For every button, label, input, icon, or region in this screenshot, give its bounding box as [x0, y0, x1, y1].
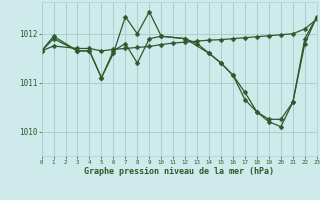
X-axis label: Graphe pression niveau de la mer (hPa): Graphe pression niveau de la mer (hPa) — [84, 167, 274, 176]
